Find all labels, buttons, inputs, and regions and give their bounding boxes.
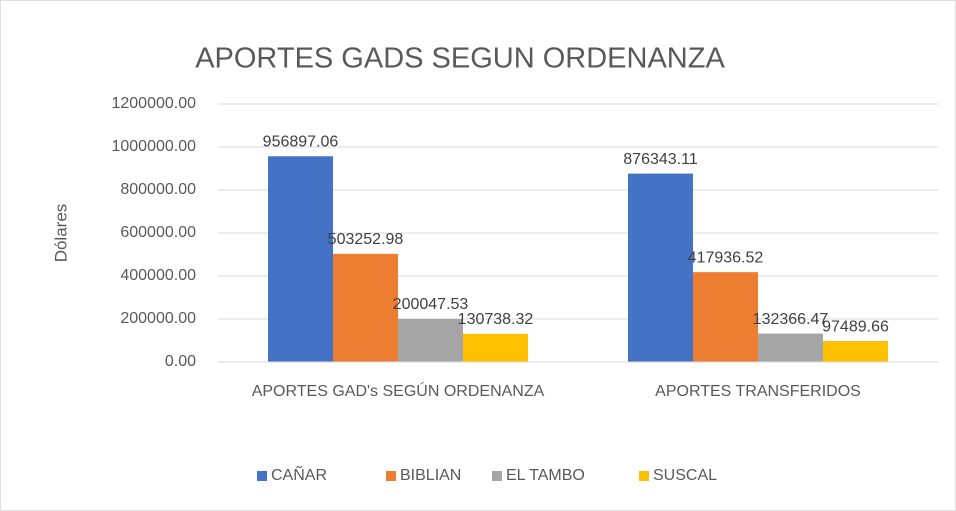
chart-title: APORTES GADS SEGUN ORDENANZA	[195, 43, 725, 75]
legend-label: BIBLIAN	[400, 467, 461, 484]
bar	[398, 318, 463, 362]
x-tick-label: APORTES GAD's SEGÚN ORDENANZA	[251, 383, 545, 400]
y-tick-label: 1000000.00	[111, 138, 196, 155]
data-label: 97489.66	[822, 318, 889, 335]
bar	[823, 341, 888, 362]
y-tick-label: 1200000.00	[111, 95, 196, 112]
y-tick-label: 800000.00	[120, 181, 196, 198]
data-label: 130738.32	[458, 311, 534, 328]
bar	[333, 253, 398, 362]
bar	[758, 333, 823, 362]
legend-label: SUSCAL	[653, 467, 717, 484]
y-tick-label: 0.00	[165, 353, 196, 370]
y-tick-label: 400000.00	[120, 267, 196, 284]
bar	[628, 173, 693, 362]
data-label: 956897.06	[263, 133, 339, 150]
legend-swatch	[492, 471, 502, 481]
data-label: 200047.53	[393, 296, 469, 313]
bar	[463, 333, 528, 362]
x-tick-label: APORTES TRANSFERIDOS	[655, 383, 861, 400]
legend-swatch	[639, 471, 649, 481]
bar	[268, 156, 333, 362]
legend-label: EL TAMBO	[506, 467, 585, 484]
y-tick-label: 600000.00	[120, 224, 196, 241]
legend-swatch	[386, 471, 396, 481]
y-axis-label: Dólares	[51, 204, 70, 263]
data-label: 417936.52	[688, 249, 764, 266]
data-label: 503252.98	[328, 231, 404, 248]
legend-label: CAÑAR	[271, 464, 327, 484]
data-label: 132366.47	[753, 311, 829, 328]
legend-swatch	[257, 471, 267, 481]
data-label: 876343.11	[623, 151, 698, 168]
y-tick-label: 200000.00	[120, 310, 196, 327]
bar	[693, 272, 758, 362]
